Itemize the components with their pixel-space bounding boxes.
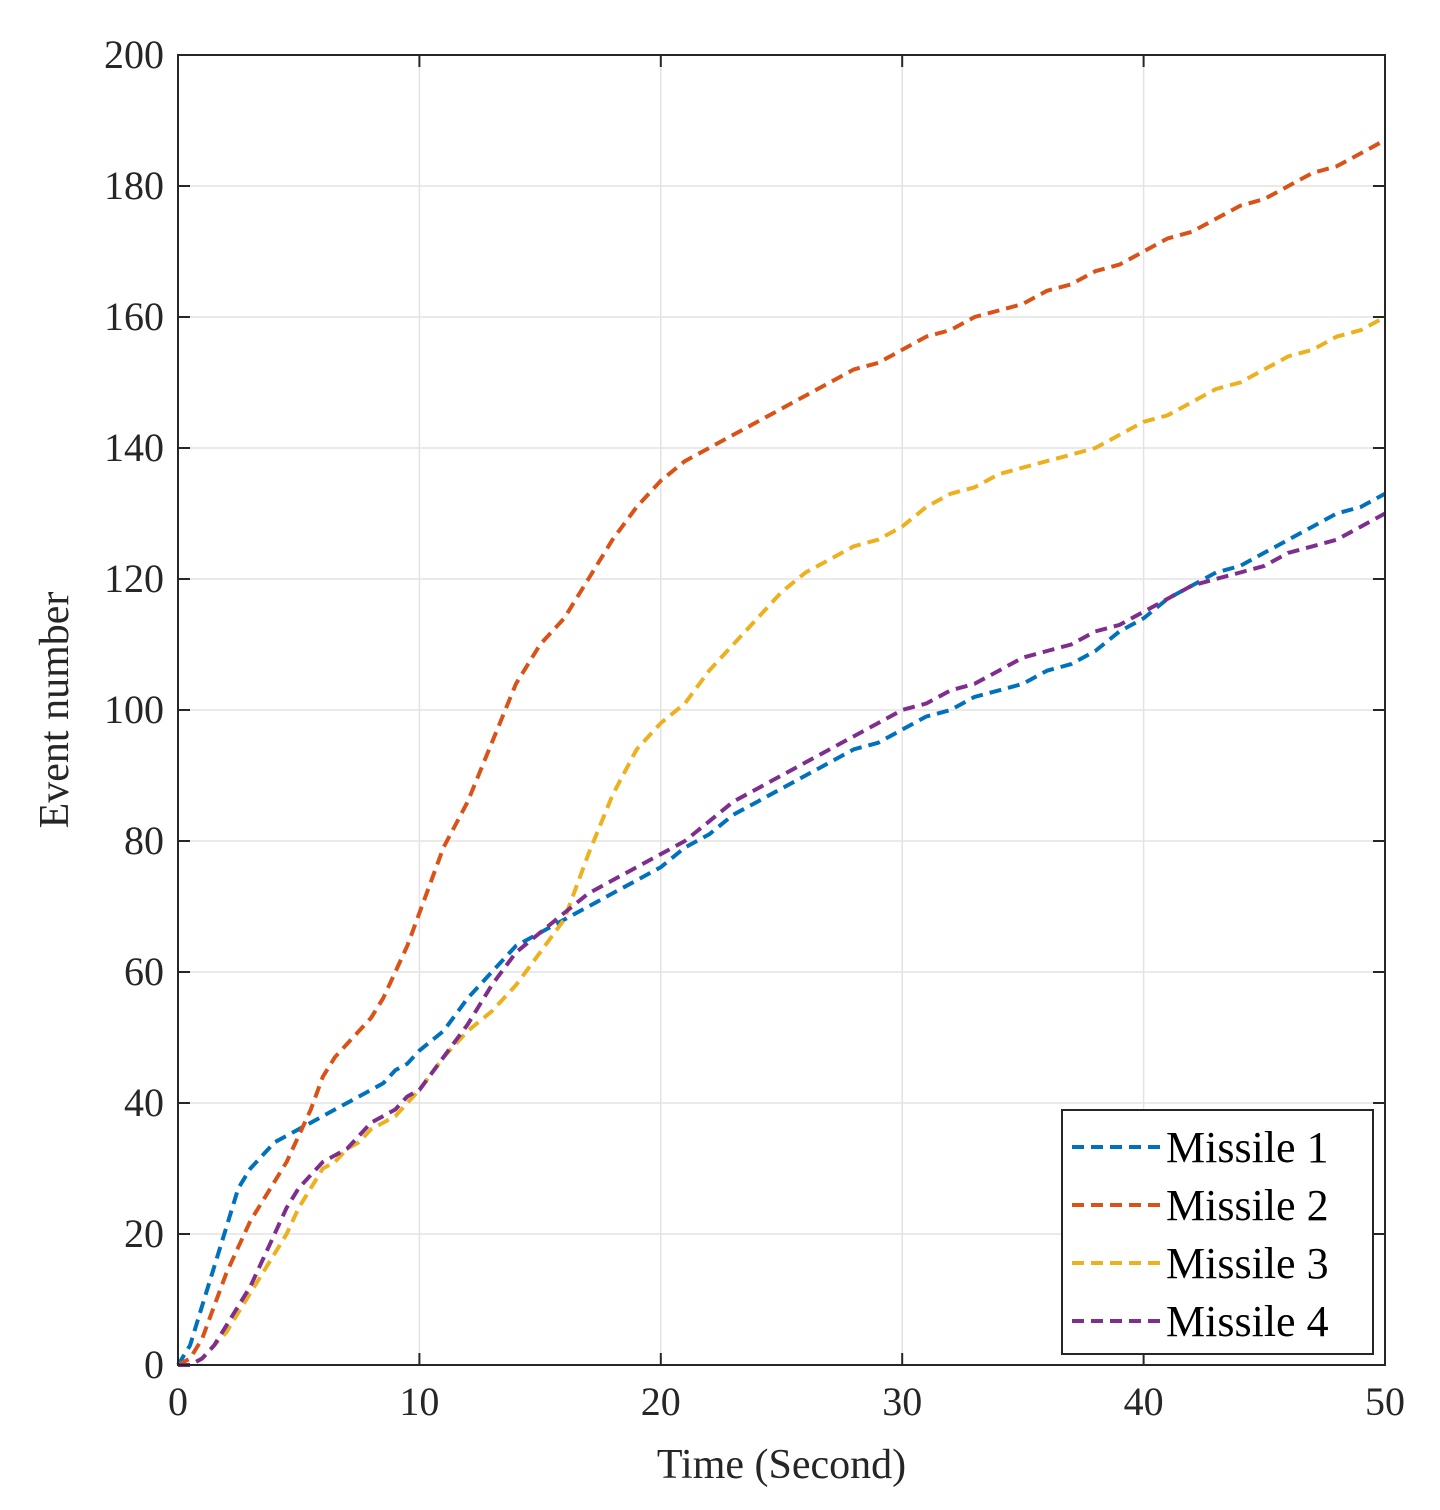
legend: Missile 1 Missile 2 Missile 3 Missile 4 <box>1061 1109 1374 1355</box>
y-tick-label: 40 <box>124 1080 164 1125</box>
y-tick-label: 160 <box>104 294 164 339</box>
x-tick-label: 10 <box>399 1379 439 1424</box>
x-tick-label: 20 <box>641 1379 681 1424</box>
y-tick-label: 140 <box>104 425 164 470</box>
y-axis-title: Event number <box>32 592 78 829</box>
axis-ticks <box>177 54 1386 1366</box>
y-tick-label: 20 <box>124 1211 164 1256</box>
y-tick-label: 60 <box>124 949 164 994</box>
y-tick-label: 120 <box>104 556 164 601</box>
y-tick-label: 80 <box>124 818 164 863</box>
y-tick-label: 0 <box>144 1342 164 1387</box>
legend-box <box>1061 1109 1374 1355</box>
x-axis-title: Time (Second) <box>657 1442 906 1488</box>
series-line-missile-4 <box>178 511 1386 1367</box>
x-tick-label: 50 <box>1365 1379 1405 1424</box>
series-line-missile-2 <box>177 138 1386 1367</box>
legend-entries: Missile 1 Missile 2 Missile 3 Missile 4 <box>1072 1123 1329 1346</box>
legend-label-missile-4: Missile 4 <box>1166 1297 1329 1346</box>
y-tick-label: 180 <box>104 163 164 208</box>
x-tick-labels: 0 10 20 30 40 50 <box>168 1379 1405 1424</box>
legend-label-missile-1: Missile 1 <box>1166 1123 1329 1172</box>
series-line-missile-1 <box>176 492 1386 1367</box>
x-tick-label: 30 <box>882 1379 922 1424</box>
series-line-missile-3 <box>178 315 1386 1367</box>
legend-label-missile-3: Missile 3 <box>1166 1239 1329 1288</box>
grid-lines <box>177 54 1386 1366</box>
x-tick-label: 40 <box>1124 1379 1164 1424</box>
y-tick-labels: 0 20 40 60 80 100 120 140 160 180 200 <box>104 32 164 1387</box>
x-tick-label: 0 <box>168 1379 188 1424</box>
series-lines <box>176 138 1386 1367</box>
legend-label-missile-2: Missile 2 <box>1166 1181 1329 1230</box>
y-tick-label: 200 <box>104 32 164 77</box>
y-tick-label: 100 <box>104 687 164 732</box>
